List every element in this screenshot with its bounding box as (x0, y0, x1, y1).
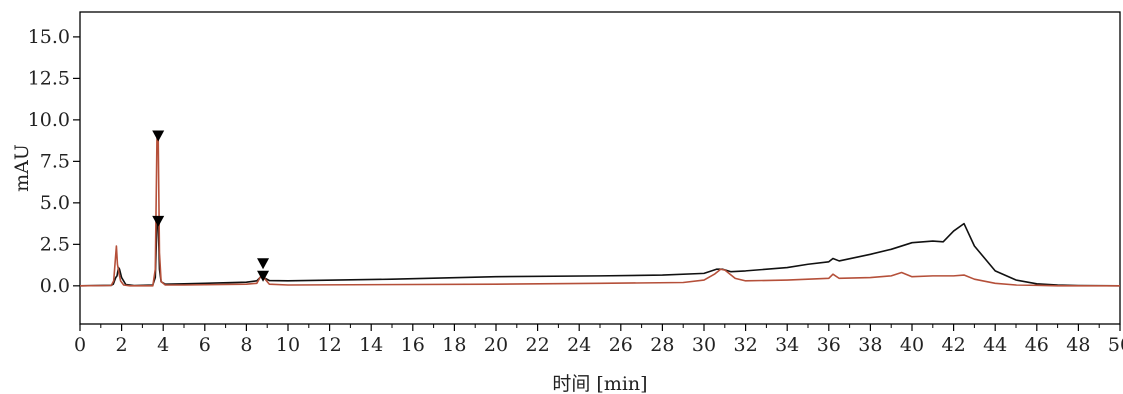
peak-marker-4 (257, 270, 270, 282)
y-tick-label: 0.0 (40, 275, 70, 297)
x-tick-label: 8 (240, 334, 252, 356)
y-tick-label: 7.5 (40, 150, 70, 172)
x-tick-label: 4 (157, 334, 169, 356)
y-axis-title: mAU (11, 144, 33, 192)
x-tick-label: 38 (858, 334, 882, 356)
x-tick-label: 50 (1108, 334, 1123, 356)
x-axis: 0 2 4 6 8 10 12 14 16 18 20 22 24 26 28 30 32 34 36 38 40 42 4… (74, 324, 1123, 356)
x-tick-label: 18 (442, 334, 466, 356)
x-tick-label: 10 (276, 334, 300, 356)
series-line-2 (79, 137, 1120, 287)
x-axis-title: 时间 [min] (552, 373, 647, 394)
series-line-1 (79, 220, 1121, 287)
x-tick-label: 0 (74, 334, 86, 356)
x-tick-label: 42 (942, 334, 966, 356)
x-tick-label: 34 (775, 334, 799, 356)
x-tick-label: 30 (692, 334, 716, 356)
x-tick-label: 14 (359, 334, 383, 356)
y-tick-label: 10.0 (28, 109, 70, 131)
peak-marker-layer (152, 130, 270, 282)
x-tick-label: 26 (609, 334, 633, 356)
x-tick-label: 48 (1066, 334, 1090, 356)
x-tick-label: 12 (318, 334, 342, 356)
x-tick-label: 46 (1025, 334, 1049, 356)
x-tick-label: 44 (983, 334, 1007, 356)
y-tick-label: 5.0 (40, 192, 70, 214)
peak-marker-1 (152, 130, 165, 142)
plot-frame (79, 11, 1121, 325)
x-tick-label: 6 (199, 334, 211, 356)
y-axis: 0.0 2.5 5.0 7.5 10.0 12.5 15.0 (28, 26, 80, 297)
x-tick-label: 40 (900, 334, 924, 356)
peak-marker-2 (152, 215, 165, 227)
x-tick-label: 22 (526, 334, 550, 356)
x-tick-label: 16 (401, 334, 425, 356)
x-tick-label: 32 (734, 334, 758, 356)
y-tick-label: 12.5 (28, 67, 70, 89)
x-tick-label: 28 (650, 334, 674, 356)
y-tick-label: 2.5 (40, 233, 70, 255)
x-tick-label: 2 (116, 334, 128, 356)
series-layer (79, 137, 1121, 287)
x-tick-label: 24 (567, 334, 591, 356)
x-tick-label: 20 (484, 334, 508, 356)
y-tick-label: 15.0 (28, 26, 70, 48)
x-tick-label: 36 (817, 334, 841, 356)
peak-marker-3 (257, 258, 270, 270)
